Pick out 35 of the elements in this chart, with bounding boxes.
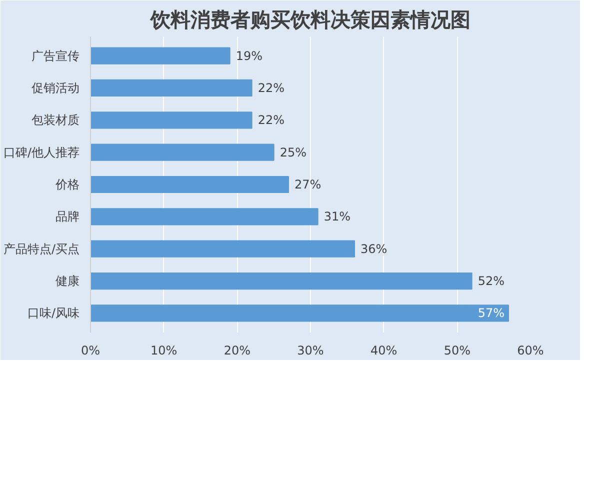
y-tick-label: 价格 (54, 178, 80, 192)
data-label: 27% (294, 178, 322, 192)
bar (90, 304, 509, 322)
x-tick-label: 40% (370, 344, 398, 358)
data-label: 25% (280, 145, 307, 160)
x-tick-label: 60% (517, 344, 544, 358)
x-tick-label: 20% (224, 344, 251, 358)
y-tick-label: 品牌 (56, 210, 80, 224)
data-label: 36% (360, 242, 388, 256)
y-tick-label: 口味/风味 (27, 306, 80, 320)
bar (90, 240, 355, 258)
y-tick-label: 广告宣传 (32, 48, 80, 63)
data-label: 22% (258, 80, 285, 95)
data-label: 19% (236, 48, 263, 63)
y-tick-label: 产品特点/买点 (3, 242, 80, 256)
y-tick-label: 口碑/他人推荐 (3, 145, 80, 160)
y-tick-label: 促销活动 (32, 80, 80, 95)
chart-title: 饮料消费者购买饮料决策因素情况图 (150, 8, 470, 32)
x-tick-label: 50% (444, 344, 471, 358)
bar (90, 112, 252, 129)
data-label: 22% (258, 113, 285, 128)
data-label: 31% (324, 210, 351, 224)
data-label: 52% (478, 274, 505, 288)
bar (90, 208, 318, 226)
data-label: 57% (478, 306, 504, 320)
x-tick-label: 30% (297, 344, 324, 358)
y-tick-label: 健康 (56, 274, 80, 288)
x-tick-label: 10% (150, 344, 178, 358)
bar (90, 47, 230, 64)
bar (90, 176, 289, 194)
bar (90, 79, 252, 97)
bar (90, 272, 472, 290)
x-tick-label: 0% (80, 344, 100, 358)
bar (90, 144, 274, 161)
y-tick-label: 包装材质 (32, 113, 80, 128)
